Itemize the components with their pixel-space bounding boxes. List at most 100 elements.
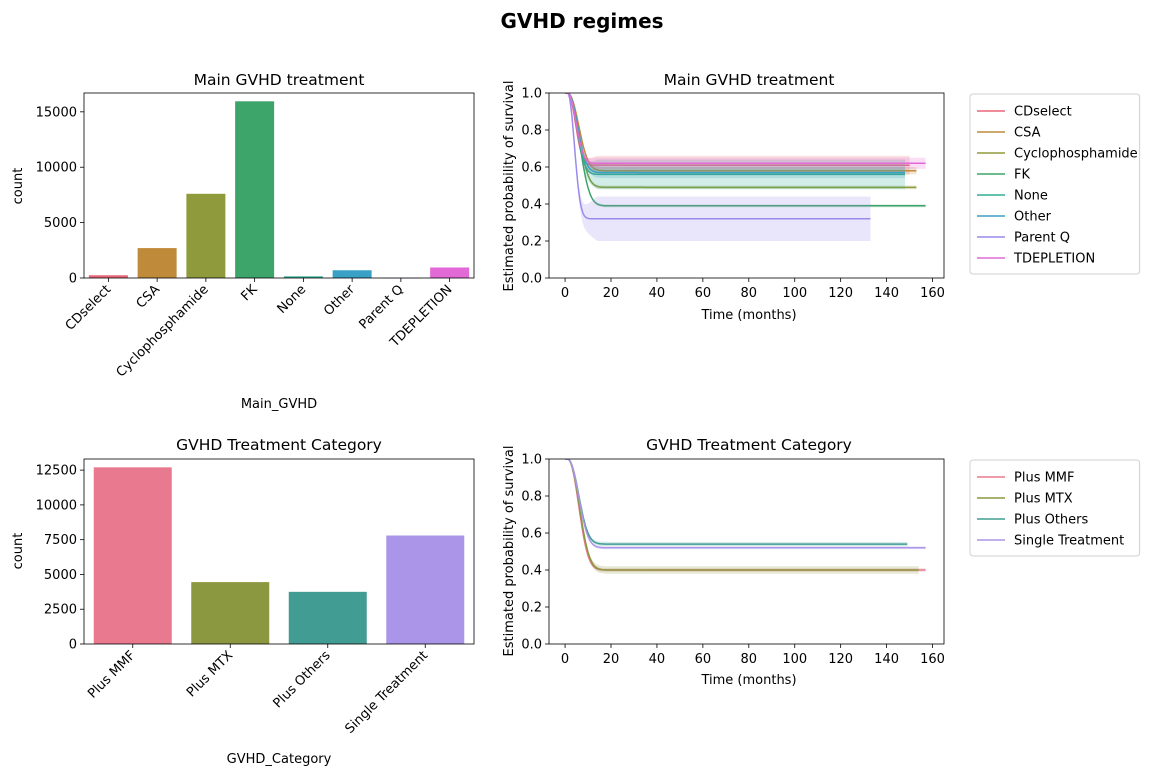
x-tick-label: 60: [695, 652, 712, 667]
y-axis-label: count: [11, 533, 26, 570]
survival-line: [565, 93, 926, 207]
x-tick-label: Plus Others: [270, 648, 333, 711]
x-tick-label: 0: [561, 286, 569, 301]
legend-box: [969, 93, 1141, 275]
panel-title: Main GVHD treatment: [194, 71, 365, 89]
y-tick-label: 0.0: [521, 638, 542, 653]
x-tick-label: CDselect: [63, 282, 114, 333]
legend-label: CSA: [1014, 126, 1041, 141]
x-tick-label: Plus MMF: [85, 648, 138, 701]
axes-frame: [83, 92, 475, 279]
x-tick-label: 40: [649, 652, 666, 667]
x-tick-label: 60: [695, 286, 712, 301]
x-axis-label: GVHD_Category: [227, 752, 332, 767]
survival-chart-gvhd-category: GVHD Treatment Category Time (months) Es…: [502, 436, 945, 688]
bar: [288, 591, 367, 644]
y-tick-label: 12500: [36, 464, 77, 479]
bar: [430, 267, 470, 278]
y-axis-label: count: [11, 168, 26, 205]
y-tick-label: 15000: [36, 105, 77, 120]
bar: [235, 101, 275, 278]
survival-line: [565, 93, 910, 166]
legend-main-gvhd: CDselect CSA Cyclophosphamide FK None Other Pa…: [969, 93, 1141, 275]
legend-label: Plus Others: [1014, 513, 1089, 528]
legend-label: Cyclophosphamide: [1014, 147, 1138, 162]
y-tick-label: 7500: [44, 533, 77, 548]
survival-line: [565, 459, 926, 571]
y-axis-label: Estimated probability of survival: [502, 446, 517, 657]
y-tick-label: 5000: [44, 568, 77, 583]
series-layer: [565, 459, 926, 574]
x-tick-label: 80: [741, 286, 758, 301]
plot-area: 0 20 40 60 80 100 120 140 160 0.0 0.2 0.4 0.6 0.8 1.0: [521, 87, 945, 302]
y-tick-label: 2500: [44, 603, 77, 618]
x-tick-label: 20: [603, 286, 620, 301]
axes-frame: [548, 458, 945, 645]
survival-line: [565, 459, 926, 549]
y-axis-label: Estimated probability of survival: [502, 81, 517, 292]
x-tick-label: 140: [874, 652, 899, 667]
survival-line: [565, 93, 905, 176]
x-tick-label: 140: [874, 286, 899, 301]
x-tick-label: Parent Q: [357, 282, 407, 332]
figure-suptitle: GVHD regimes: [500, 9, 663, 33]
panel-title: GVHD Treatment Category: [646, 436, 852, 454]
x-axis-label: Time (months): [700, 673, 796, 688]
y-tick-label: 1.0: [521, 87, 542, 102]
x-tick-label: 100: [782, 652, 807, 667]
confidence-band: [565, 459, 908, 547]
legend-gvhd-category: Plus MMF Plus MTX Plus Others Single Treatm…: [969, 459, 1141, 557]
confidence-band: [565, 93, 905, 179]
x-tick-label: 80: [741, 652, 758, 667]
y-tick-label: 1.0: [521, 453, 542, 468]
y-tick-label: 0: [69, 272, 77, 287]
x-tick-label: 0: [561, 652, 569, 667]
axes-frame: [548, 92, 945, 279]
y-tick-label: 0.2: [521, 601, 542, 616]
y-tick-label: 0.0: [521, 272, 542, 287]
x-tick-label: None: [275, 282, 310, 317]
y-tick-label: 0.8: [521, 124, 542, 139]
y-tick-label: 0: [69, 638, 77, 653]
bar: [137, 248, 177, 278]
panel-title: GVHD Treatment Category: [176, 436, 382, 454]
confidence-band: [565, 93, 905, 190]
x-tick-label: Single Treatment: [343, 648, 432, 737]
confidence-band: [565, 93, 926, 208]
survival-line: [565, 93, 871, 220]
bar: [93, 467, 172, 644]
bar: [186, 193, 226, 278]
bar-chart-gvhd-category: GVHD Treatment Category GVHD_Category co…: [11, 436, 475, 767]
plot-area: Plus MMF Plus MTX Plus Others Single Treatm…: [36, 458, 475, 737]
survival-line: [565, 459, 919, 571]
legend-label: Plus MTX: [1014, 492, 1073, 507]
survival-line: [565, 93, 926, 165]
survival-line: [565, 93, 917, 189]
x-tick-label: Other: [321, 282, 358, 319]
bar: [386, 535, 465, 644]
y-tick-label: 10000: [36, 161, 77, 176]
legend-label: TDEPLETION: [1013, 252, 1095, 267]
legend-label: FK: [1014, 168, 1030, 183]
x-tick-label: 20: [603, 652, 620, 667]
x-tick-label: 40: [649, 286, 666, 301]
x-tick-label: CSA: [134, 282, 163, 311]
confidence-band: [565, 93, 926, 169]
x-tick-label: 160: [920, 286, 945, 301]
bar: [332, 270, 372, 278]
survival-line: [565, 459, 908, 545]
x-tick-label: 160: [920, 652, 945, 667]
bar: [191, 582, 270, 644]
x-tick-label: Cyclophosphamide: [114, 282, 212, 380]
survival-line: [565, 93, 917, 172]
confidence-band: [565, 459, 926, 550]
y-tick-label: 0.4: [521, 564, 542, 579]
bar: [88, 275, 128, 278]
panel-title: Main GVHD treatment: [664, 71, 835, 89]
y-tick-label: 5000: [44, 216, 77, 231]
survival-line: [565, 93, 905, 174]
y-tick-label: 0.4: [521, 198, 542, 213]
legend-label: Plus MMF: [1014, 471, 1075, 486]
